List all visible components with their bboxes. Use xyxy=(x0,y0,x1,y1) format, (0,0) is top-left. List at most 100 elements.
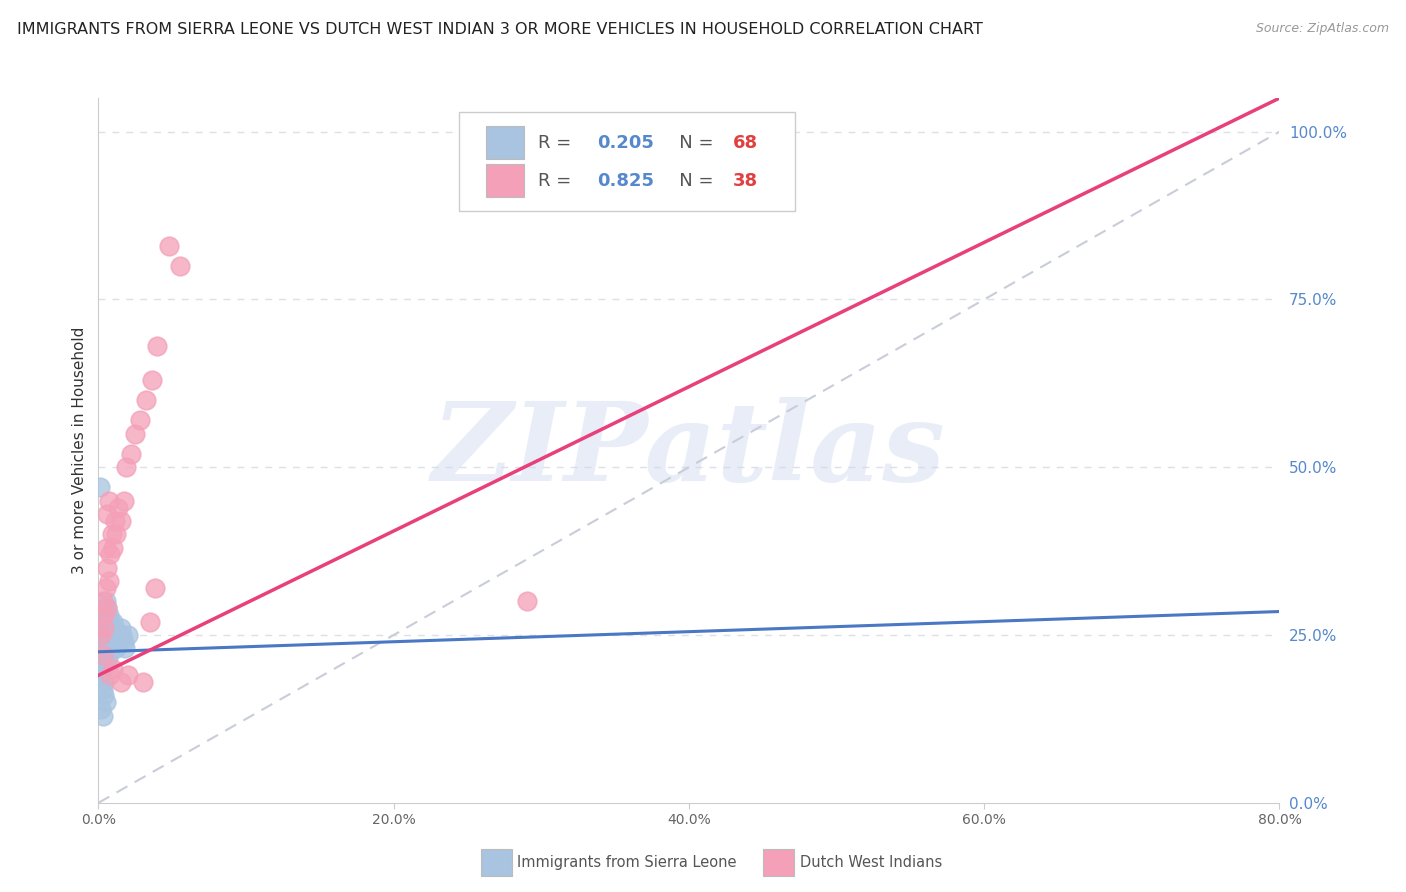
Point xyxy=(96,628,118,642)
Point xyxy=(90,662,112,676)
Text: 0.825: 0.825 xyxy=(596,171,654,190)
Point xyxy=(169,259,191,273)
Point xyxy=(93,689,115,703)
FancyBboxPatch shape xyxy=(486,126,523,160)
Point xyxy=(98,628,121,642)
Point xyxy=(146,339,169,353)
Point xyxy=(115,460,138,475)
Point xyxy=(100,634,122,648)
Point xyxy=(94,607,117,622)
Point xyxy=(105,527,128,541)
Point xyxy=(120,447,142,461)
Text: R =: R = xyxy=(537,134,576,152)
Point xyxy=(98,668,121,682)
Point xyxy=(94,634,117,648)
Text: Immigrants from Sierra Leone: Immigrants from Sierra Leone xyxy=(517,855,737,870)
Point xyxy=(100,621,122,635)
Point xyxy=(93,628,115,642)
Point xyxy=(117,628,139,642)
Point xyxy=(93,655,115,669)
Point xyxy=(139,615,162,629)
Text: N =: N = xyxy=(662,171,718,190)
Point xyxy=(103,541,125,555)
Point xyxy=(91,681,114,696)
Point xyxy=(112,493,135,508)
Point xyxy=(100,527,122,541)
Text: R =: R = xyxy=(537,171,576,190)
Point xyxy=(107,634,129,648)
Y-axis label: 3 or more Vehicles in Household: 3 or more Vehicles in Household xyxy=(72,326,87,574)
Point xyxy=(89,675,111,690)
Point xyxy=(94,628,117,642)
Point xyxy=(96,601,118,615)
Point xyxy=(91,634,114,648)
Text: 38: 38 xyxy=(733,171,758,190)
Point xyxy=(96,641,118,656)
Point xyxy=(135,393,157,408)
Text: Source: ZipAtlas.com: Source: ZipAtlas.com xyxy=(1256,22,1389,36)
Point xyxy=(104,634,127,648)
Point xyxy=(93,621,115,635)
Point xyxy=(111,628,134,642)
FancyBboxPatch shape xyxy=(486,163,523,197)
Point xyxy=(105,628,128,642)
Point xyxy=(114,641,136,656)
Point xyxy=(94,648,117,662)
Point xyxy=(94,581,117,595)
Point xyxy=(90,621,112,635)
Point xyxy=(97,621,120,635)
Point xyxy=(98,641,121,656)
Point xyxy=(98,548,121,562)
Point xyxy=(91,648,114,662)
Point xyxy=(96,601,118,615)
Point xyxy=(93,675,115,690)
Point xyxy=(93,641,115,656)
Text: 68: 68 xyxy=(733,134,758,152)
Text: N =: N = xyxy=(662,134,718,152)
Point xyxy=(110,675,132,690)
Point xyxy=(91,594,114,608)
Point xyxy=(91,621,114,635)
Point xyxy=(103,615,125,629)
Point xyxy=(97,574,120,589)
Point xyxy=(143,581,166,595)
Point xyxy=(93,634,115,648)
Point xyxy=(97,634,120,648)
Point xyxy=(91,641,114,656)
Point xyxy=(91,662,114,676)
Point xyxy=(124,426,146,441)
FancyBboxPatch shape xyxy=(458,112,796,211)
Point xyxy=(90,628,112,642)
Point xyxy=(516,594,538,608)
Point xyxy=(94,541,117,555)
Point xyxy=(90,634,112,648)
Point xyxy=(91,628,114,642)
Point xyxy=(96,507,118,521)
Point xyxy=(91,655,114,669)
Point xyxy=(108,628,131,642)
Point xyxy=(141,373,163,387)
Point xyxy=(90,641,112,656)
Text: 0.205: 0.205 xyxy=(596,134,654,152)
Point xyxy=(157,239,180,253)
Point xyxy=(90,668,112,682)
Point xyxy=(90,702,112,716)
Point xyxy=(91,615,114,629)
Point xyxy=(93,615,115,629)
Text: ZIPatlas: ZIPatlas xyxy=(432,397,946,504)
Point xyxy=(707,125,730,139)
Point xyxy=(103,662,125,676)
Point xyxy=(103,628,125,642)
Point xyxy=(98,615,121,629)
Point xyxy=(94,621,117,635)
Point xyxy=(107,500,129,515)
Point xyxy=(89,648,111,662)
Text: IMMIGRANTS FROM SIERRA LEONE VS DUTCH WEST INDIAN 3 OR MORE VEHICLES IN HOUSEHOL: IMMIGRANTS FROM SIERRA LEONE VS DUTCH WE… xyxy=(17,22,983,37)
Point xyxy=(104,621,127,635)
Point xyxy=(96,615,118,629)
Point xyxy=(91,607,114,622)
Point xyxy=(96,561,118,575)
Point xyxy=(97,648,120,662)
Point xyxy=(93,607,115,622)
Point xyxy=(110,514,132,528)
